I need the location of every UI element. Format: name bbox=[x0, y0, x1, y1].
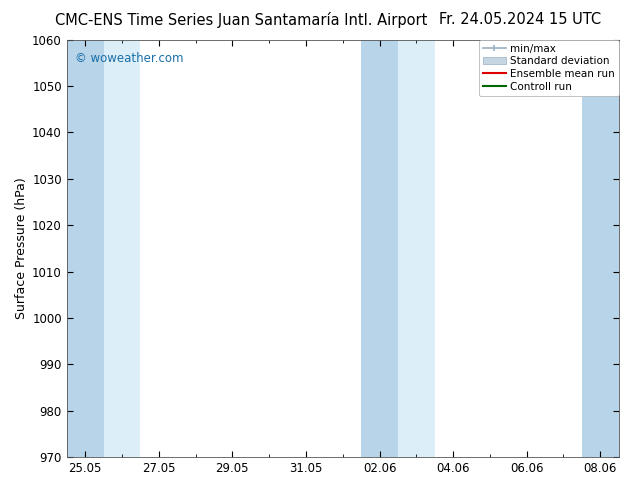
Text: © woweather.com: © woweather.com bbox=[75, 52, 184, 65]
Bar bbox=[398, 40, 435, 457]
Bar bbox=[619, 40, 634, 457]
Y-axis label: Surface Pressure (hPa): Surface Pressure (hPa) bbox=[15, 177, 28, 319]
Text: Fr. 24.05.2024 15 UTC: Fr. 24.05.2024 15 UTC bbox=[439, 12, 601, 27]
Bar bbox=[103, 40, 140, 457]
Bar bbox=[361, 40, 398, 457]
Text: CMC-ENS Time Series Juan Santamaría Intl. Airport: CMC-ENS Time Series Juan Santamaría Intl… bbox=[55, 12, 427, 28]
Legend: min/max, Standard deviation, Ensemble mean run, Controll run: min/max, Standard deviation, Ensemble me… bbox=[479, 40, 619, 96]
Bar bbox=[67, 40, 103, 457]
Bar bbox=[582, 40, 619, 457]
